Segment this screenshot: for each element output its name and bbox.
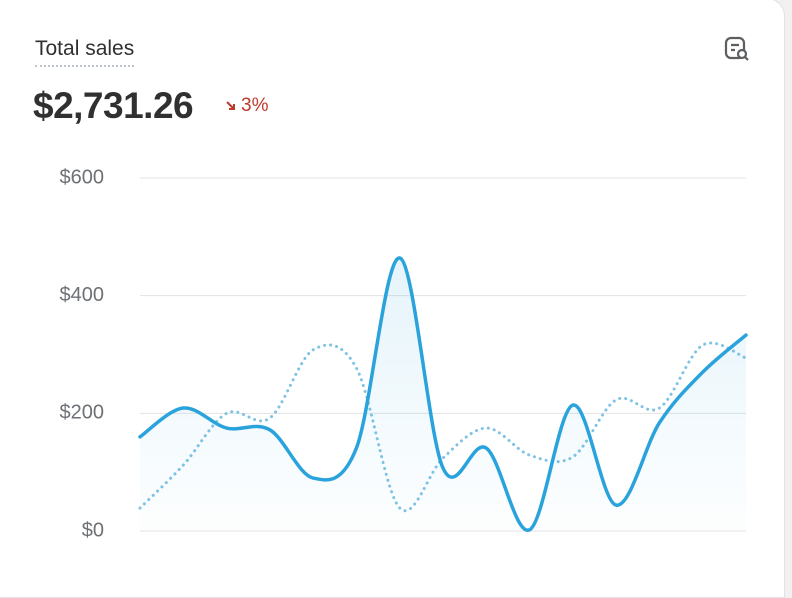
sales-line [138,256,748,532]
chart: $0 $200 $400 $600 [60,166,748,541]
down-arrow [226,101,235,110]
y-tick-label: $200 [60,402,105,424]
card-title[interactable]: Total sales [35,37,135,67]
y-tick-label: $400 [60,284,105,306]
y-tick-label: $0 [82,519,104,541]
change: 3% [225,95,268,117]
change-value: 3% [241,95,269,116]
y-tick-label: $600 [60,166,105,188]
explore-icon[interactable] [723,35,751,63]
total-value: $2,731.26 [33,85,194,126]
area [140,257,746,531]
